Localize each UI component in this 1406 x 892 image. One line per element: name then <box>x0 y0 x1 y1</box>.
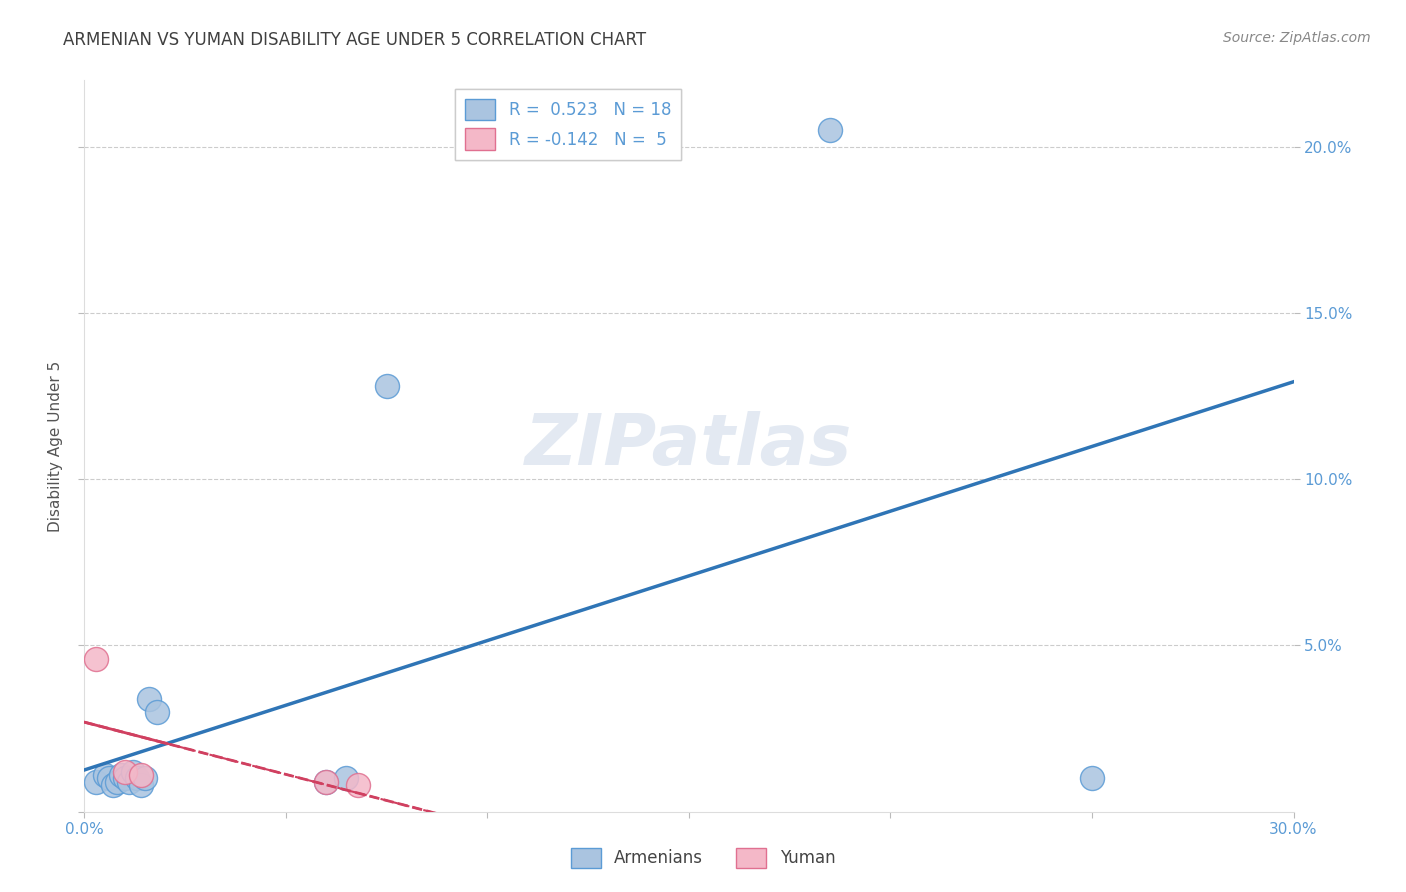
Point <box>118 774 141 789</box>
Point <box>114 772 136 786</box>
Point <box>335 772 357 786</box>
Point <box>818 123 841 137</box>
Point <box>129 778 152 792</box>
Point <box>134 772 156 786</box>
Y-axis label: Disability Age Under 5: Disability Age Under 5 <box>48 360 63 532</box>
Text: ZIPatlas: ZIPatlas <box>526 411 852 481</box>
Point <box>125 772 148 786</box>
Point <box>121 764 143 779</box>
Point <box>110 768 132 782</box>
Point <box>315 774 337 789</box>
Point <box>375 379 398 393</box>
Legend: Armenians, Yuman: Armenians, Yuman <box>564 841 842 875</box>
Point <box>315 774 337 789</box>
Text: ARMENIAN VS YUMAN DISABILITY AGE UNDER 5 CORRELATION CHART: ARMENIAN VS YUMAN DISABILITY AGE UNDER 5… <box>63 31 647 49</box>
Point <box>101 778 124 792</box>
Point <box>1081 772 1104 786</box>
Point <box>114 764 136 779</box>
Point <box>146 705 169 719</box>
Point <box>347 778 370 792</box>
Legend: R =  0.523   N = 18, R = -0.142   N =  5: R = 0.523 N = 18, R = -0.142 N = 5 <box>456 88 682 160</box>
Text: Source: ZipAtlas.com: Source: ZipAtlas.com <box>1223 31 1371 45</box>
Point <box>138 691 160 706</box>
Point <box>93 768 115 782</box>
Point <box>86 774 108 789</box>
Point <box>105 774 128 789</box>
Point <box>86 652 108 666</box>
Point <box>129 768 152 782</box>
Point <box>97 772 120 786</box>
